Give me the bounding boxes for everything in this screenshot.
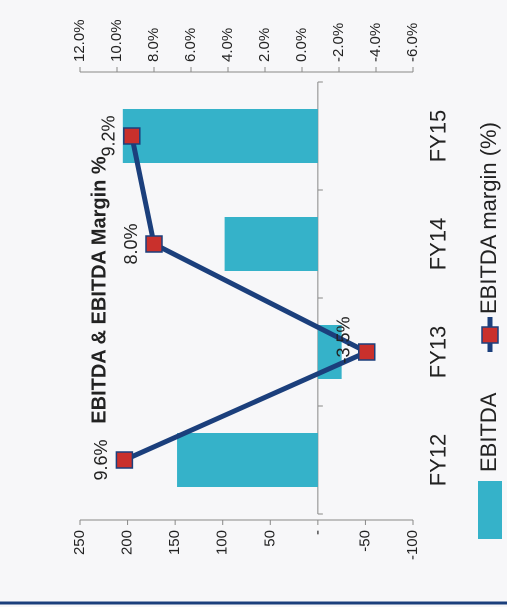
y2-tick-label: 12.0% bbox=[71, 19, 88, 62]
legend-label: EBITDA margin (%) bbox=[476, 122, 501, 314]
y2-tick-label: -4.0% bbox=[367, 23, 384, 62]
y-tick-label: 250 bbox=[71, 530, 88, 555]
y2-tick-label: 6.0% bbox=[182, 28, 199, 62]
marker bbox=[123, 127, 141, 145]
y2-tick-label: 8.0% bbox=[145, 28, 162, 62]
y2-tick-label: 0.0% bbox=[293, 28, 310, 62]
chart-title: EBITDA & EBITDA Margin % bbox=[88, 156, 110, 424]
y-tick-label: -100 bbox=[404, 530, 421, 560]
legend-swatch bbox=[478, 481, 502, 539]
y-tick-label: - bbox=[309, 530, 326, 535]
y-tick-label: 150 bbox=[166, 530, 183, 555]
y-tick-label: 200 bbox=[119, 530, 136, 555]
rotated-chart: EBITDA & EBITDA Margin % -100-50-5010015… bbox=[71, 19, 502, 560]
data-label: -3.5% bbox=[334, 316, 354, 363]
y-tick-label: 50 bbox=[261, 530, 278, 547]
x-tick-label: FY13 bbox=[426, 326, 451, 379]
y2-tick-label: -6.0% bbox=[404, 23, 421, 62]
data-label: 9.2% bbox=[99, 115, 119, 156]
y-tick-label: -50 bbox=[356, 530, 373, 552]
y2-tick-label: 2.0% bbox=[256, 28, 273, 62]
y2-tick-label: 10.0% bbox=[108, 19, 125, 62]
data-label: 9.6% bbox=[91, 439, 111, 480]
x-tick-label: FY12 bbox=[426, 434, 451, 487]
bar bbox=[224, 217, 318, 271]
legend-swatch bbox=[481, 326, 499, 344]
data-label: 8.0% bbox=[121, 223, 141, 264]
x-tick-label: FY15 bbox=[426, 110, 451, 163]
y-tick-label: 100 bbox=[214, 530, 231, 555]
legend-label: EBITDA bbox=[476, 392, 501, 472]
marker bbox=[358, 343, 376, 361]
marker bbox=[145, 235, 163, 253]
bar bbox=[122, 109, 318, 163]
y2-tick-label: 4.0% bbox=[219, 28, 236, 62]
x-tick-label: FY14 bbox=[426, 218, 451, 271]
marker bbox=[115, 451, 134, 469]
y2-tick-label: -2.0% bbox=[330, 23, 347, 62]
line bbox=[123, 135, 373, 463]
bar bbox=[177, 433, 318, 487]
